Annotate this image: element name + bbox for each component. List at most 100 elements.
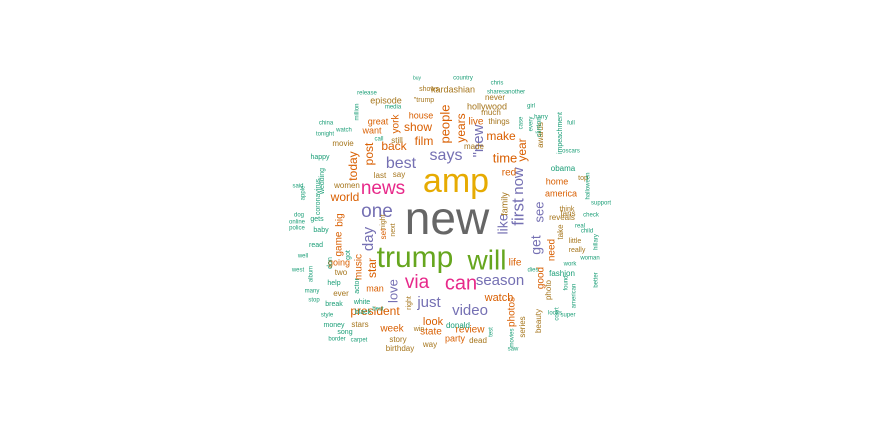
word-cloud-word: stars	[351, 320, 368, 329]
word-cloud-word: first	[508, 198, 527, 226]
word-cloud-word: much	[481, 108, 501, 117]
word-cloud-word: week	[379, 324, 404, 335]
word-cloud-word: says	[430, 147, 463, 164]
word-cloud-word: back	[381, 139, 407, 153]
word-cloud-word: time	[493, 150, 518, 165]
word-cloud-word: support	[591, 201, 611, 207]
word-cloud-word: best	[372, 307, 384, 313]
word-cloud-word: super	[560, 313, 575, 319]
word-cloud-word: get	[528, 235, 544, 255]
word-cloud-word: saw	[508, 347, 519, 353]
word-cloud-word: case	[519, 116, 525, 129]
word-cloud-word: night	[380, 214, 387, 229]
word-cloud-word: west	[291, 268, 305, 274]
word-cloud-word: home	[546, 176, 569, 186]
word-cloud-word: red	[502, 168, 516, 179]
word-cloud-word: top	[578, 175, 588, 182]
word-cloud-word: girl	[527, 104, 535, 110]
word-cloud-word: carpet	[351, 338, 368, 344]
word-cloud-word: looks	[548, 311, 562, 317]
word-cloud-word: album	[309, 266, 315, 282]
word-cloud-word: like	[495, 213, 511, 234]
word-cloud-word: "trump	[414, 97, 434, 104]
word-cloud-word: buy	[413, 75, 422, 81]
word-cloud-word: harry	[534, 115, 548, 121]
word-cloud-word: donald	[446, 321, 470, 330]
word-cloud-word: never	[485, 93, 505, 102]
word-cloud-word: season	[476, 272, 524, 289]
word-cloud-word: hillary	[594, 234, 600, 250]
word-cloud-word: great	[368, 116, 389, 126]
word-cloud-word: episode	[370, 95, 402, 105]
word-cloud-word: said	[292, 184, 303, 190]
word-cloud-word: shows	[419, 86, 439, 93]
word-cloud-word: gets	[310, 216, 324, 223]
word-cloud-word: see	[531, 202, 546, 223]
word-cloud-word: really	[569, 247, 586, 254]
word-cloud-word: dead	[469, 336, 487, 345]
word-cloud-word: video	[452, 302, 488, 319]
word-cloud-word: take	[556, 224, 565, 240]
word-cloud-word: read	[309, 242, 323, 249]
word-cloud-word: news	[361, 178, 405, 199]
word-cloud-word: photo	[544, 279, 553, 300]
word-cloud-word: don	[327, 257, 334, 269]
word-cloud-word: set	[379, 228, 388, 239]
word-cloud-word: got	[345, 250, 352, 260]
word-cloud-word: trump	[377, 241, 454, 274]
word-cloud-word: think	[560, 206, 575, 213]
word-cloud-word: border	[328, 337, 345, 343]
word-cloud-word: watch	[484, 292, 514, 304]
word-cloud-word: money	[323, 322, 345, 329]
word-cloud-word: things	[488, 117, 509, 126]
word-cloud-word: obama	[551, 164, 576, 173]
word-cloud-word: game	[334, 231, 345, 256]
word-cloud-word: song	[337, 329, 352, 336]
word-cloud-word: year	[515, 138, 529, 161]
word-cloud-word: going	[328, 257, 350, 267]
word-cloud-word: will	[467, 244, 507, 275]
word-cloud-word: story	[389, 335, 406, 344]
word-cloud-word: release	[357, 91, 377, 97]
word-cloud-word: help	[327, 280, 340, 287]
word-cloud-word: black	[355, 309, 372, 316]
word-cloud-word: party	[445, 333, 466, 343]
word-cloud-word: amp	[423, 162, 489, 200]
word-cloud-word: film	[415, 134, 434, 148]
word-cloud-word: fans	[560, 209, 575, 218]
word-cloud-word: series	[518, 316, 527, 337]
word-cloud-word: million	[355, 103, 361, 120]
word-cloud-word: just	[416, 294, 441, 311]
word-cloud-word: win	[413, 326, 425, 333]
word-cloud-word: last	[374, 171, 387, 180]
word-cloud-word: check	[583, 213, 600, 219]
word-cloud-word: chris	[491, 81, 504, 87]
word-cloud-word: court	[555, 307, 561, 321]
word-cloud-word: another	[505, 90, 525, 96]
word-cloud-word: baby	[313, 227, 329, 234]
word-cloud-word: family	[499, 192, 509, 216]
word-cloud-word: dog	[294, 213, 304, 219]
word-cloud-word: clinton	[536, 117, 543, 137]
word-cloud-word: big	[335, 213, 346, 226]
word-cloud-word: call	[374, 137, 383, 143]
word-cloud-word: fashion	[549, 269, 575, 278]
word-cloud-word: today	[346, 151, 360, 180]
word-cloud-word: need	[547, 239, 558, 261]
word-cloud-word: coronavirus	[315, 178, 322, 215]
word-cloud-word: tonight	[316, 132, 334, 138]
word-cloud-word: life	[509, 258, 522, 269]
word-cloud-word: post	[362, 142, 376, 165]
word-cloud-word: made	[464, 142, 485, 151]
word-cloud-word: stop	[308, 298, 320, 304]
word-cloud-word: media	[385, 105, 402, 111]
word-cloud-word: still	[391, 136, 403, 145]
word-cloud-word: found	[564, 275, 570, 290]
word-cloud-word: awards	[536, 122, 545, 148]
word-cloud-word: next	[390, 223, 397, 236]
word-cloud-word: world	[330, 190, 360, 204]
word-cloud-word: movies	[510, 328, 516, 347]
word-cloud-word: best	[386, 155, 417, 172]
word-cloud-word: now	[510, 167, 527, 195]
word-cloud-word: well	[297, 254, 308, 260]
